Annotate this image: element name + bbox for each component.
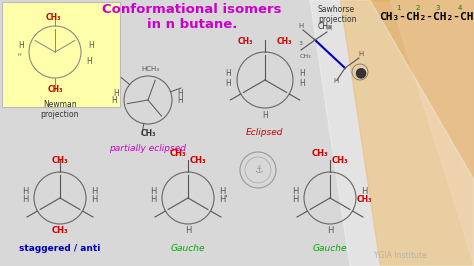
Text: H: H: [22, 187, 28, 196]
Text: H: H: [225, 69, 231, 78]
Text: H: H: [361, 187, 367, 196]
Text: H: H: [22, 195, 28, 204]
Text: H: H: [219, 187, 225, 196]
Text: ⚓: ⚓: [254, 165, 263, 175]
Text: H: H: [225, 79, 231, 88]
Text: CH₃: CH₃: [277, 38, 292, 47]
Text: CH₃: CH₃: [356, 195, 372, 204]
Text: H: H: [177, 96, 183, 105]
Text: CH₃: CH₃: [318, 22, 332, 31]
Text: H: H: [111, 96, 117, 105]
Text: H: H: [150, 187, 156, 196]
Text: H: H: [88, 41, 94, 51]
Text: CH₃: CH₃: [52, 156, 68, 165]
Text: H: H: [18, 41, 24, 51]
Text: ᴴ: ᴴ: [17, 52, 21, 60]
Text: H': H': [219, 195, 228, 204]
Text: CH₃: CH₃: [170, 149, 186, 158]
Text: CH₃: CH₃: [47, 85, 63, 94]
Text: H: H: [91, 195, 97, 204]
Text: partially eclipsed: partially eclipsed: [109, 144, 186, 153]
Text: staggered / anti: staggered / anti: [19, 244, 100, 253]
Text: HCH₃: HCH₃: [141, 66, 159, 72]
Text: Eclipsed: Eclipsed: [246, 128, 284, 137]
Text: Gauche: Gauche: [171, 244, 205, 253]
Text: Conformational isomers
in n butane.: Conformational isomers in n butane.: [102, 3, 282, 31]
Text: 1: 1: [396, 5, 400, 11]
Text: CH₃: CH₃: [237, 38, 253, 47]
Text: CH₃: CH₃: [190, 156, 206, 165]
Text: H: H: [333, 78, 338, 84]
Text: H: H: [86, 57, 92, 66]
Text: 4: 4: [458, 5, 462, 11]
Text: CH₃-CH₂-CH₂-CH₃: CH₃-CH₂-CH₂-CH₃: [379, 12, 474, 22]
Text: H: H: [150, 195, 156, 204]
Text: ●: ●: [354, 65, 366, 79]
Text: 3: 3: [299, 41, 303, 46]
Text: H: H: [177, 89, 183, 98]
Polygon shape: [340, 0, 474, 266]
Text: H: H: [113, 89, 119, 98]
Bar: [2, 2, 120, 107]
Text: CH₃: CH₃: [299, 54, 311, 59]
Text: H: H: [91, 187, 97, 196]
Text: H: H: [292, 187, 298, 196]
Text: H: H: [298, 23, 304, 29]
Text: H: H: [358, 51, 364, 57]
Text: H: H: [299, 69, 305, 78]
Text: CH₃: CH₃: [52, 226, 68, 235]
Text: 3: 3: [436, 5, 440, 11]
Text: CH₃: CH₃: [332, 156, 348, 165]
Text: H: H: [327, 226, 333, 235]
Text: H: H: [327, 25, 332, 31]
Text: 2: 2: [416, 5, 420, 11]
Text: H: H: [262, 111, 268, 120]
Text: H: H: [292, 195, 298, 204]
Text: CH₃: CH₃: [312, 149, 328, 158]
Text: H: H: [299, 79, 305, 88]
Polygon shape: [310, 0, 474, 266]
Text: Sawhorse
projection: Sawhorse projection: [318, 5, 356, 24]
Text: YGIA Institute: YGIA Institute: [374, 251, 426, 260]
Text: H: H: [185, 226, 191, 235]
Text: Newman
projection: Newman projection: [41, 100, 79, 119]
Text: CH₃: CH₃: [140, 128, 156, 138]
Polygon shape: [390, 0, 474, 266]
Text: CH₃: CH₃: [45, 14, 61, 23]
Text: Gauche: Gauche: [313, 244, 347, 253]
